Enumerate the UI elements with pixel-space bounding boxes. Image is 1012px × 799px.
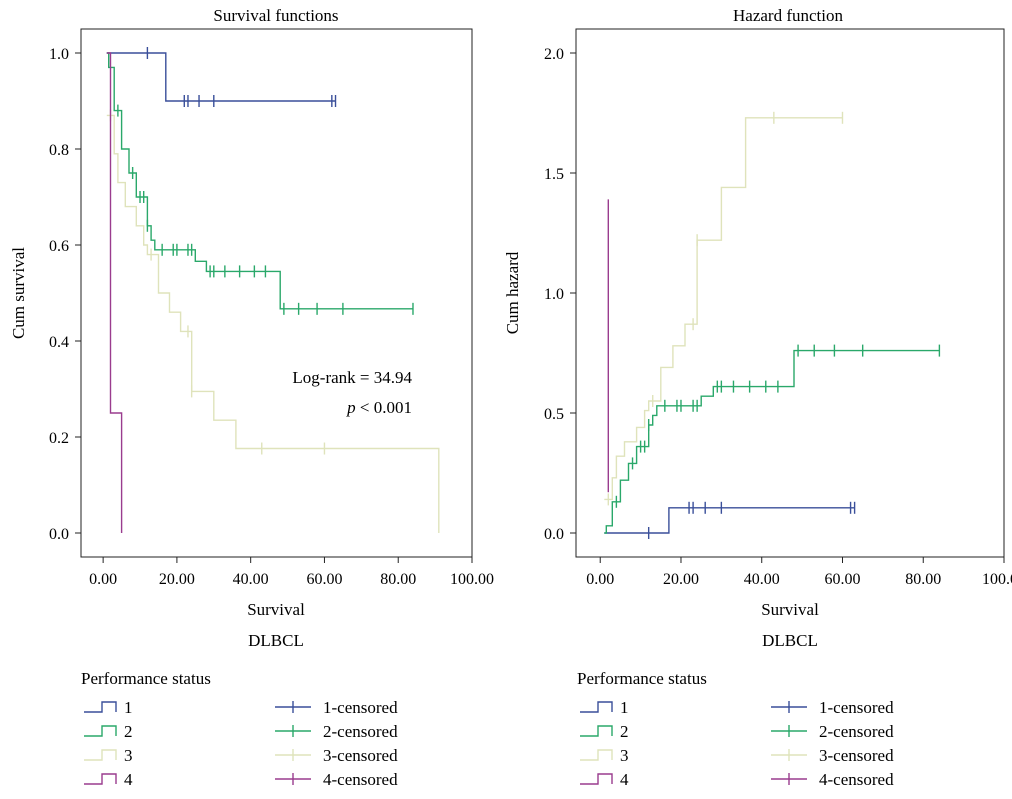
legend-step-swatch	[84, 773, 117, 785]
legend-title: Performance status	[81, 669, 211, 688]
legend-label: 1	[620, 698, 629, 717]
y-tick-label: 1.5	[544, 166, 564, 183]
legend-step-swatch	[84, 725, 117, 737]
legend-label: 3	[620, 746, 629, 765]
y-tick-label: 0.4	[49, 334, 69, 351]
legend-left: Performance status 1 1-censored 2 2-censored…	[81, 669, 398, 789]
series-2-line	[604, 349, 940, 534]
x-tick-label: 60.00	[306, 571, 342, 588]
legend-censored-label: 2-censored	[819, 722, 894, 741]
pvalue-text: < 0.001	[356, 398, 412, 417]
legend-censored-label: 3-censored	[323, 746, 398, 765]
curves	[604, 111, 941, 539]
series-3-line	[106, 114, 440, 533]
curves	[106, 47, 440, 533]
chart-title: Hazard function	[733, 6, 843, 25]
legend-step-swatch	[84, 701, 117, 713]
legend-censored-label: 1-censored	[323, 698, 398, 717]
legend-label: 2	[620, 722, 629, 741]
y-tick-label: 0.0	[544, 526, 564, 543]
series-1-line	[106, 52, 336, 102]
x-axis-label: Survival	[247, 600, 305, 619]
y-tick-label: 2.0	[544, 46, 564, 63]
pvalue-symbol: p	[346, 398, 356, 417]
series-3-line	[604, 117, 843, 501]
x-tick-label: 80.00	[380, 571, 416, 588]
series-2-line	[106, 52, 413, 310]
legend-right: Performance status 1 1-censored 2 2-censored…	[577, 669, 894, 789]
survival-panel: Survival functions Cum survival Survival…	[9, 6, 494, 650]
x-tick-label: 0.00	[89, 571, 117, 588]
x-tick-label: 80.00	[905, 571, 941, 588]
series-4-line	[106, 52, 123, 533]
x-tick-label: 20.00	[159, 571, 195, 588]
legend-step-swatch	[580, 701, 613, 713]
legend-step-swatch	[84, 749, 117, 761]
x-tick-label: 40.00	[744, 571, 780, 588]
legend-step-swatch	[580, 725, 613, 737]
y-tick-label: 0.6	[49, 238, 69, 255]
legend-label: 2	[124, 722, 133, 741]
x-tick-label: 100.00	[982, 571, 1012, 588]
y-axis-label: Cum hazard	[503, 251, 522, 334]
series-1-line	[604, 507, 855, 534]
x-tick-label: 20.00	[663, 571, 699, 588]
x-tick-label: 60.00	[824, 571, 860, 588]
y-axis-label: Cum survival	[9, 247, 28, 339]
legend-censored-label: 4-censored	[819, 770, 894, 789]
chart-title: Survival functions	[213, 6, 338, 25]
y-tick-label: 0.5	[544, 406, 564, 423]
x-axis-label: Survival	[761, 600, 819, 619]
legend-censored-label: 4-censored	[323, 770, 398, 789]
legend-censored-label: 3-censored	[819, 746, 894, 765]
x-tick-label: 100.00	[450, 571, 494, 588]
plot-frame	[575, 28, 1005, 558]
legend-label: 4	[620, 770, 629, 789]
logrank-annotation: Log-rank = 34.94	[292, 368, 412, 387]
axis-ticks: 0.00 20.00 40.00 60.00 80.00 100.00 0.0 0.5 1.0 1…	[544, 46, 1012, 588]
legend-censored-label: 2-censored	[323, 722, 398, 741]
plot-frame	[80, 28, 473, 558]
legend-label: 4	[124, 770, 133, 789]
x-axis-sublabel: DLBCL	[762, 631, 818, 650]
y-tick-label: 0.8	[49, 142, 69, 159]
hazard-panel: Hazard function Cum hazard Survival DLBC…	[503, 6, 1012, 650]
legend-label: 3	[124, 746, 133, 765]
x-tick-label: 40.00	[233, 571, 269, 588]
y-tick-label: 1.0	[544, 286, 564, 303]
x-tick-label: 0.00	[586, 571, 614, 588]
axis-ticks: 0.00 20.00 40.00 60.00 80.00 100.00 0.0 0.2 0.4 0…	[49, 46, 494, 588]
x-axis-sublabel: DLBCL	[248, 631, 304, 650]
legend-step-swatch	[580, 749, 613, 761]
pvalue-annotation: p < 0.001	[346, 398, 412, 417]
legend-step-swatch	[580, 773, 613, 785]
legend-label: 1	[124, 698, 133, 717]
y-tick-label: 1.0	[49, 46, 69, 63]
y-tick-label: 0.2	[49, 430, 69, 447]
y-tick-label: 0.0	[49, 526, 69, 543]
legend-censored-label: 1-censored	[819, 698, 894, 717]
legend-title: Performance status	[577, 669, 707, 688]
